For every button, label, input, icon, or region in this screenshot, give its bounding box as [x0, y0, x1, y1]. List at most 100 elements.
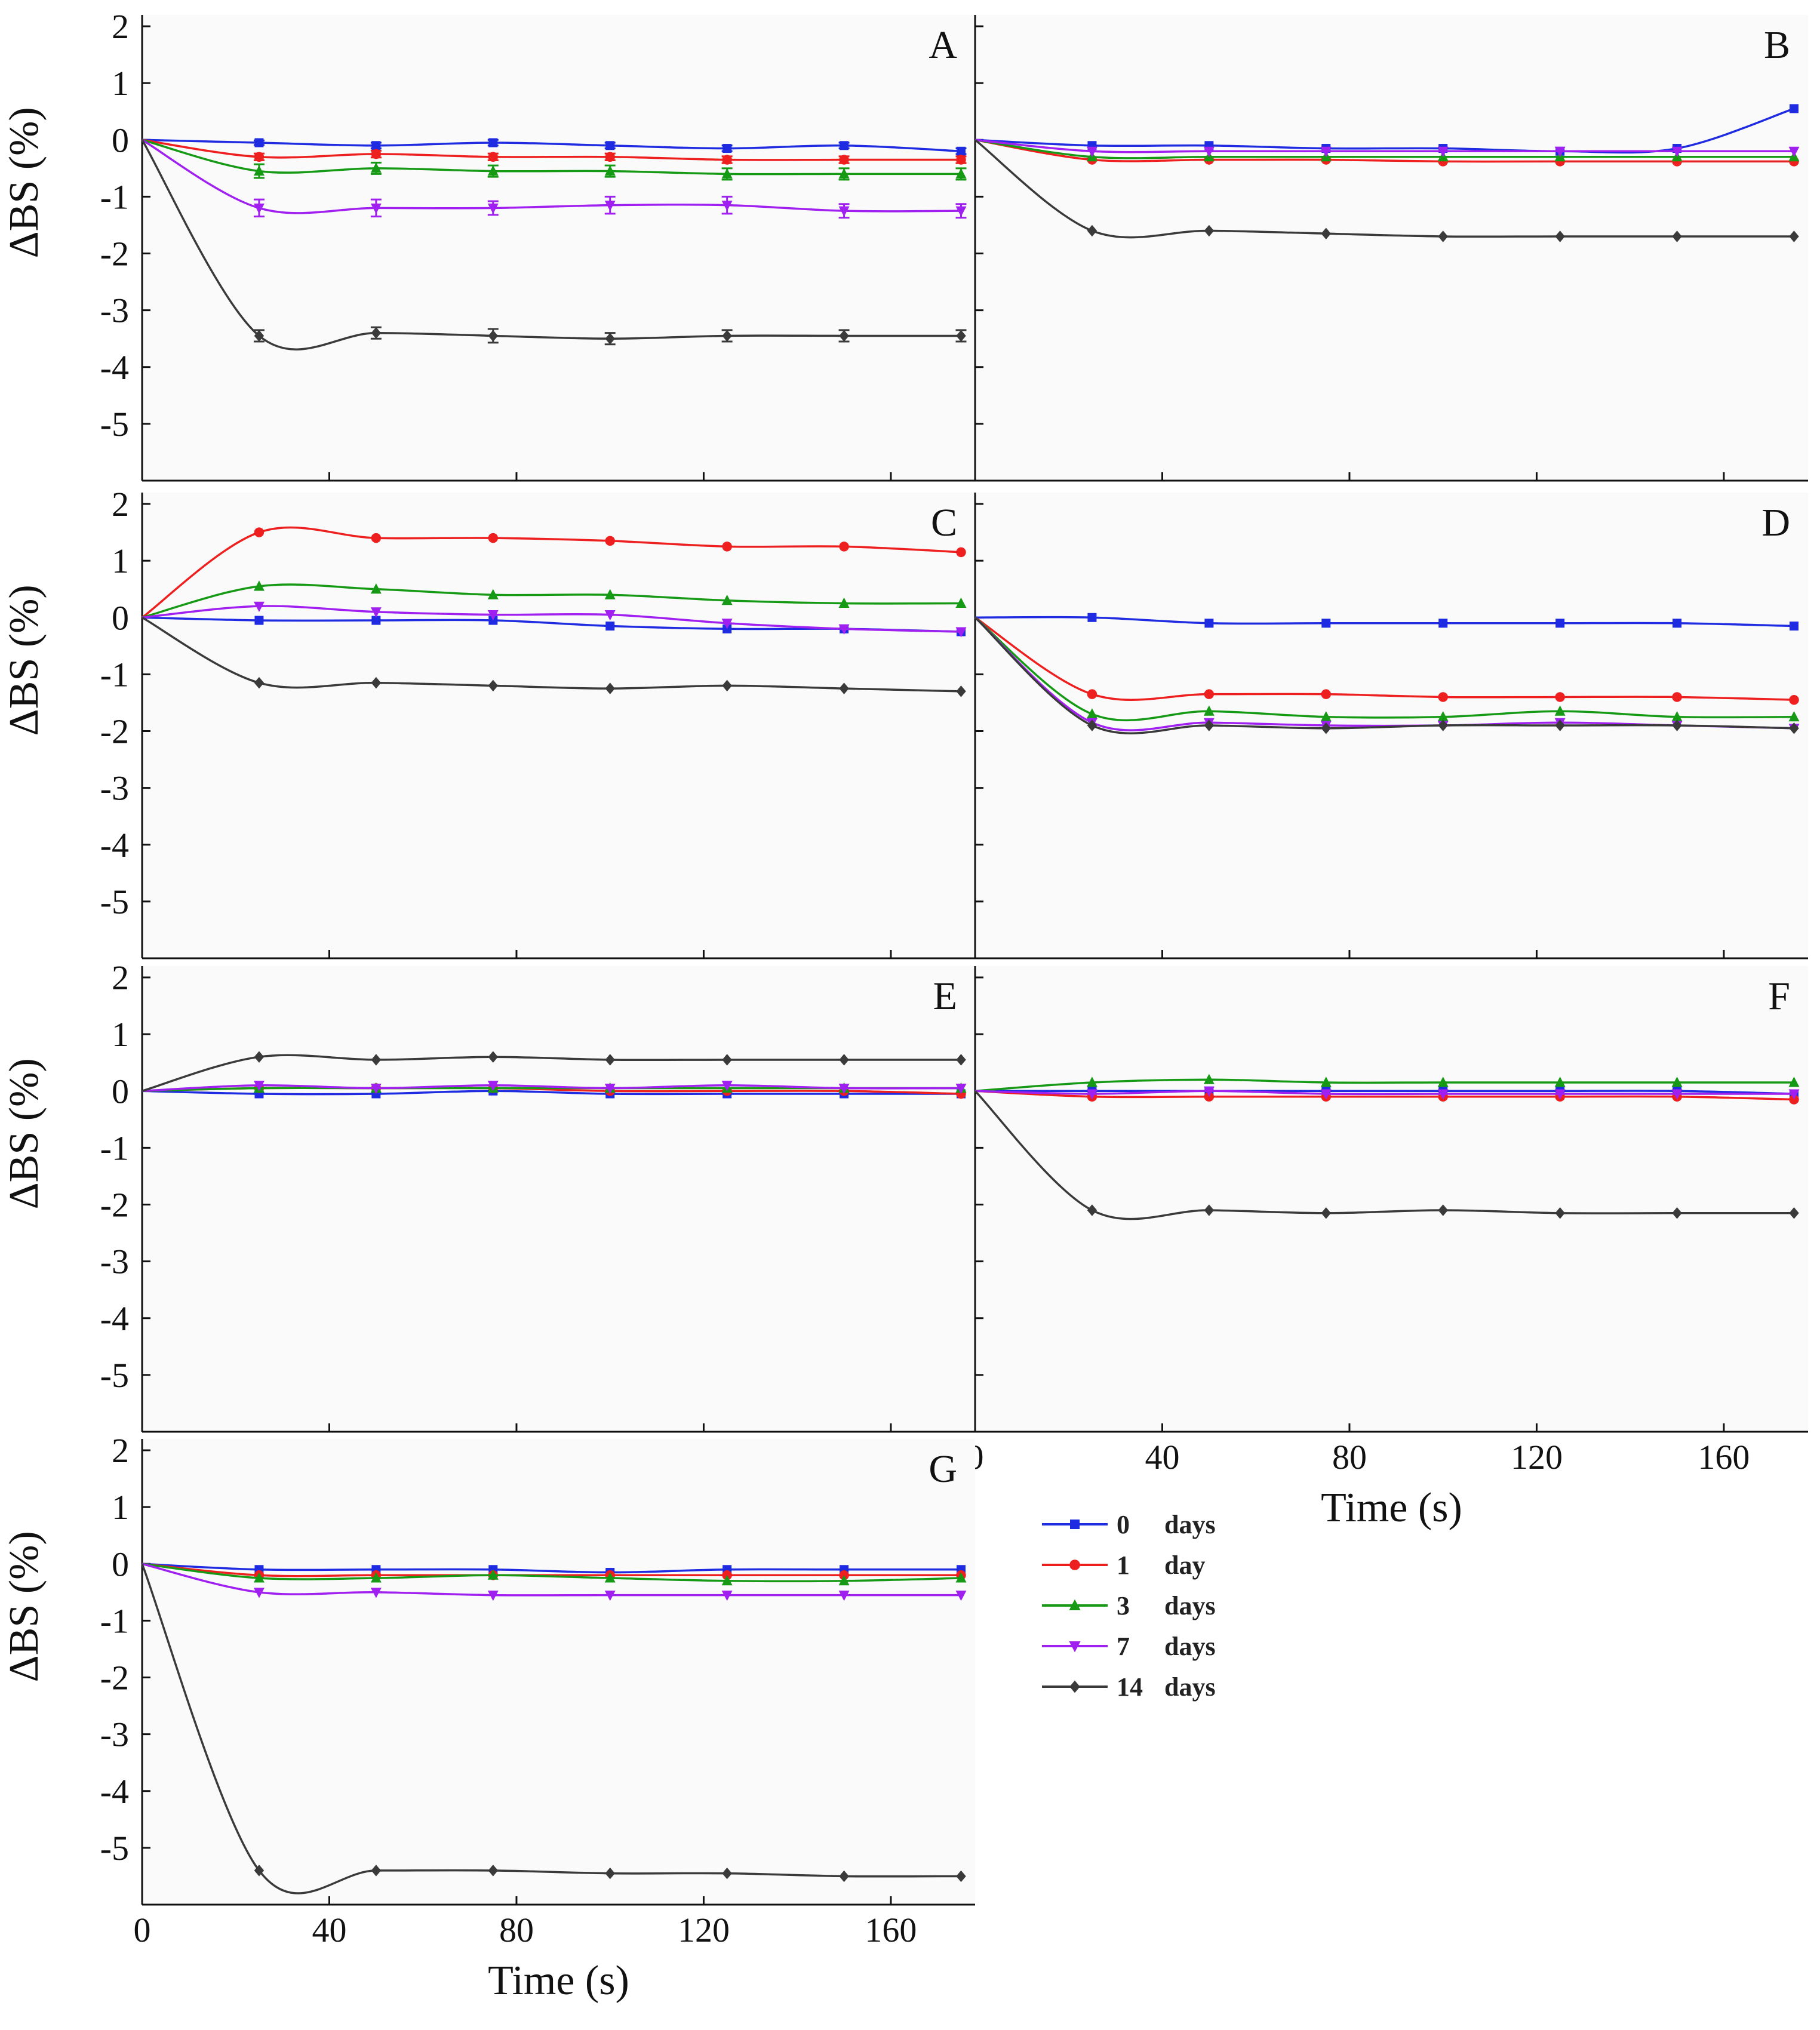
data-point — [1437, 1076, 1449, 1087]
data-point — [487, 1081, 499, 1091]
data-point — [370, 607, 382, 618]
data-point — [722, 330, 732, 342]
series-line — [142, 1563, 961, 1597]
x-axis-title: Time (s) — [488, 1958, 629, 2004]
y-tick-label: -1 — [100, 177, 129, 216]
y-tick-label: 2 — [112, 485, 129, 524]
data-point — [487, 203, 499, 214]
data-point — [604, 610, 616, 621]
plot-area — [142, 1439, 975, 1905]
data-point — [254, 676, 265, 689]
data-point — [254, 1051, 265, 1063]
data-point — [839, 1870, 849, 1883]
data-point — [371, 1054, 382, 1066]
series-line — [974, 1090, 1794, 1101]
legend-number: 3 — [1117, 1591, 1130, 1620]
series-line — [142, 1084, 961, 1093]
y-axis-title: ΔBS (%) — [1, 585, 47, 736]
plot-area — [975, 15, 1808, 481]
y-tick-label: 1 — [112, 1015, 129, 1054]
y-tick-label: -5 — [100, 1829, 129, 1868]
data-point — [1672, 1207, 1682, 1219]
x-tick-label: 160 — [1698, 1438, 1750, 1477]
data-point — [371, 1865, 382, 1877]
plot-area — [975, 966, 1808, 1432]
x-tick-label: 0 — [134, 1911, 151, 1949]
data-point — [722, 1867, 732, 1880]
data-point — [488, 1865, 499, 1877]
series-3-days — [142, 1563, 967, 1586]
data-point — [839, 1054, 849, 1066]
series-line — [142, 1090, 961, 1096]
series-line — [141, 526, 961, 619]
data-point — [1204, 719, 1215, 731]
data-point — [722, 542, 732, 552]
data-point — [1671, 1089, 1683, 1100]
data-point — [1086, 1089, 1097, 1100]
data-point — [254, 138, 264, 147]
series-line — [975, 1090, 1794, 1095]
data-point — [956, 155, 966, 165]
series-line — [974, 139, 1794, 153]
data-point — [1204, 689, 1215, 699]
data-point — [1554, 1089, 1566, 1100]
data-point — [605, 682, 615, 694]
y-tick-label: 0 — [112, 1545, 129, 1583]
data-point — [722, 1054, 732, 1066]
data-point — [955, 206, 967, 217]
data-point — [1203, 705, 1215, 716]
y-tick-label: -4 — [100, 1772, 129, 1811]
y-axis-title: ΔBS (%) — [1, 107, 47, 258]
data-point — [1438, 230, 1448, 242]
data-point — [487, 589, 499, 599]
data-point — [955, 597, 967, 608]
data-point — [721, 168, 733, 179]
data-point — [1671, 146, 1683, 158]
data-point — [1554, 146, 1566, 158]
data-point — [722, 155, 732, 165]
data-point — [721, 1591, 733, 1601]
data-point — [488, 330, 499, 342]
data-point — [721, 1575, 733, 1586]
data-point — [370, 1084, 382, 1094]
data-point — [955, 1572, 967, 1583]
data-point — [956, 1870, 966, 1883]
data-point — [487, 1591, 499, 1601]
series-14-days — [141, 1563, 966, 1894]
data-point — [604, 1084, 616, 1094]
data-point — [956, 330, 966, 342]
data-point — [839, 542, 849, 552]
data-point — [371, 149, 382, 159]
y-tick-label: -3 — [100, 769, 129, 808]
data-point — [1789, 722, 1799, 734]
series-1-day — [142, 139, 967, 165]
series-14-days — [974, 1090, 1799, 1220]
data-point — [955, 1591, 967, 1601]
data-point — [605, 536, 615, 546]
data-point — [1086, 708, 1097, 719]
data-point — [605, 1054, 615, 1066]
x-tick-label: 120 — [1511, 1438, 1563, 1477]
panel-D: D — [974, 493, 1808, 959]
legend-item-3: 3 days — [1042, 1591, 1216, 1620]
legend-unit: days — [1164, 1672, 1216, 1702]
data-point — [1438, 1204, 1448, 1216]
x-tick-label: 40 — [1145, 1438, 1179, 1477]
data-point — [254, 616, 264, 625]
plot-area — [142, 966, 975, 1432]
data-point — [956, 1054, 966, 1066]
data-point — [1087, 719, 1097, 731]
series-line — [142, 1563, 961, 1583]
data-point — [1087, 613, 1097, 622]
data-point — [371, 327, 382, 339]
data-point — [722, 679, 732, 692]
data-point — [487, 165, 499, 176]
data-point — [604, 1591, 616, 1601]
y-tick-label: -3 — [100, 1242, 129, 1281]
data-point — [1086, 1076, 1097, 1087]
panel-E: 2 1 0 -1 -2 -3 -4 -5 E ΔBS (%) — [1, 958, 975, 1433]
data-point — [1203, 1074, 1215, 1084]
series-7-days — [142, 601, 967, 638]
data-point — [1203, 146, 1215, 158]
